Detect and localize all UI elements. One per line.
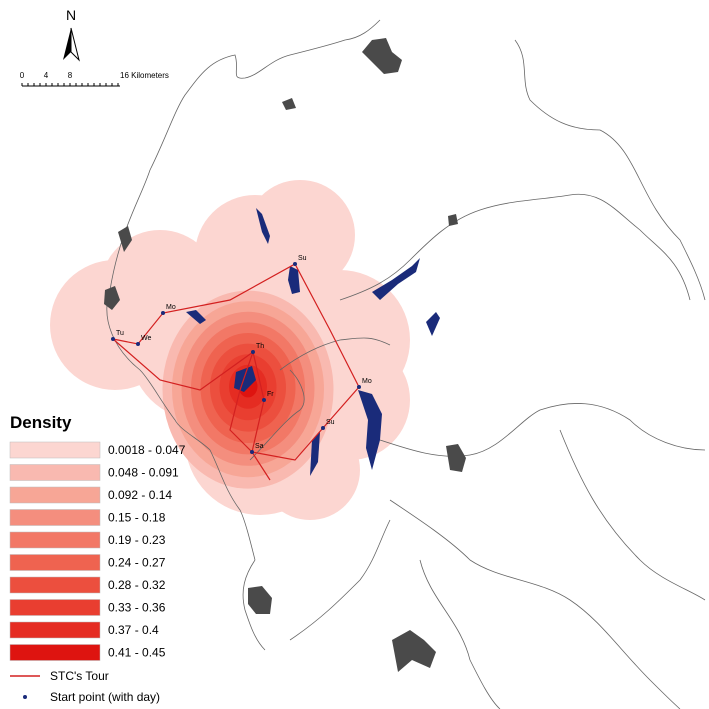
point-label: Mo (166, 304, 176, 311)
islands (104, 38, 466, 672)
start-point (293, 262, 297, 266)
arrow (63, 28, 71, 60)
point-label: Mo (362, 378, 372, 385)
lakes (186, 208, 440, 476)
legend-tour-label: STC's Tour (50, 669, 109, 683)
boundaries (106, 19, 706, 709)
island (104, 286, 120, 310)
lake (186, 310, 206, 324)
start-point (250, 450, 254, 454)
legend-swatch (9, 621, 101, 639)
legend-label: 0.092 - 0.14 (108, 488, 172, 502)
arrow (70, 27, 80, 62)
start-point (251, 350, 255, 354)
start-point (262, 398, 266, 402)
legend-label: 0.33 - 0.36 (108, 601, 166, 615)
point-label: Th (256, 343, 264, 350)
lake (358, 390, 382, 470)
lake (256, 208, 270, 244)
start-point (321, 426, 325, 430)
start-point (161, 311, 165, 315)
legend-swatch (9, 576, 101, 594)
start-point (136, 342, 140, 346)
scale-label: 8 (68, 71, 73, 80)
north-label: N (66, 7, 76, 23)
legend-swatch (9, 509, 101, 526)
lake (426, 312, 440, 336)
tour-line (112, 263, 360, 481)
lake (234, 366, 256, 392)
scale-label: 16 Kilometers (120, 71, 169, 80)
legend-point-label: Start point (with day) (50, 690, 160, 704)
start-point (357, 385, 361, 389)
legend-point-symbol (23, 695, 27, 699)
legend-label: 0.24 - 0.27 (108, 556, 166, 570)
start-points: Su Mo Tu We Th Fr Sa Su Mo (111, 255, 372, 454)
legend: Density STC's Tour Start point (with day… (9, 413, 186, 704)
island (448, 214, 458, 226)
legend-label: 0.41 - 0.45 (108, 646, 166, 660)
scale-bar: 0 4 8 16 Kilometers (20, 71, 169, 87)
legend-label: 0.048 - 0.091 (108, 466, 179, 480)
tour-line (112, 338, 254, 391)
legend-swatch (9, 531, 101, 549)
lake (372, 258, 420, 300)
island (362, 38, 402, 74)
legend-swatch (9, 644, 101, 661)
legend-label: 0.28 - 0.32 (108, 578, 166, 592)
island (248, 586, 272, 614)
legend-swatch (9, 599, 101, 616)
scale-label: 0 (20, 71, 25, 80)
island (118, 226, 132, 252)
tour (112, 263, 360, 481)
legend-label: 0.37 - 0.4 (108, 623, 159, 637)
point-label: Sa (255, 443, 264, 450)
point-label: Su (298, 255, 307, 262)
scale-label: 4 (44, 71, 49, 80)
legend-swatch (9, 486, 101, 504)
legend-label: 0.0018 - 0.047 (108, 443, 186, 457)
island (392, 630, 436, 672)
legend-label: 0.19 - 0.23 (108, 533, 166, 547)
island (446, 444, 466, 472)
legend-title: Density (10, 413, 72, 432)
point-label: We (141, 335, 151, 342)
point-label: Tu (116, 330, 124, 337)
lake (288, 266, 300, 294)
lake (310, 432, 320, 476)
point-label: Fr (267, 391, 274, 398)
north-arrow: N (63, 7, 80, 62)
legend-swatch (9, 441, 101, 459)
island (282, 98, 296, 110)
point-label: Su (326, 419, 335, 426)
start-point (111, 337, 115, 341)
legend-swatch (9, 464, 101, 481)
legend-label: 0.15 - 0.18 (108, 511, 166, 525)
legend-swatch (9, 554, 101, 571)
